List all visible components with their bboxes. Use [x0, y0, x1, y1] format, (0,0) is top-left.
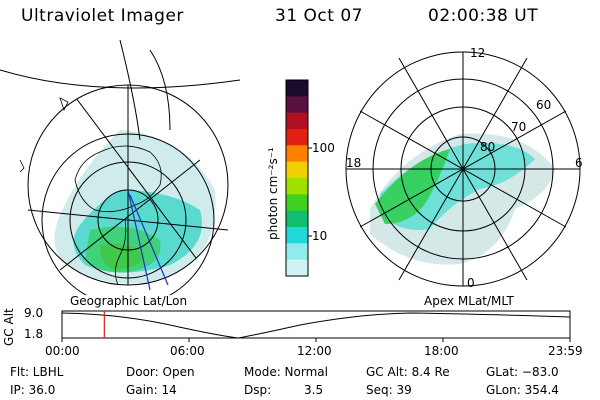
colorbar-band — [286, 129, 308, 146]
geographic-grid — [0, 40, 241, 295]
ip-info: IP: 36.0 — [10, 383, 56, 397]
timeline-xtick-0000: 00:00 — [45, 344, 80, 358]
coastline — [19, 97, 162, 286]
mode-info: Mode: Normal — [244, 365, 328, 379]
lat-label-80: 80 — [480, 140, 496, 154]
colorbar-band — [286, 161, 308, 179]
terminator-lines — [127, 189, 169, 291]
timeline-xtick-2359: 23:59 — [548, 344, 583, 358]
altitude-timeline — [61, 310, 571, 342]
timeline-ylabel: GC Alt — [2, 308, 16, 346]
colorbar-band — [286, 227, 308, 244]
magnetic-map — [345, 51, 581, 287]
colorbar-band — [286, 145, 308, 163]
colorbar-unit-label: photon cm⁻²s⁻¹ — [266, 147, 280, 240]
lat-label-70: 70 — [511, 120, 527, 134]
colorbar-band — [286, 112, 308, 130]
glat-info: GLat: −83.0 — [486, 365, 559, 379]
gain-info: Gain: 14 — [126, 383, 177, 397]
dsp-label: Dsp: — [244, 383, 272, 397]
colorbar-tick-100: 100 — [312, 141, 335, 155]
altitude-curve — [61, 312, 571, 339]
timeline-xtick-1200: 12:00 — [297, 344, 332, 358]
timeline-ytick-high: 9.0 — [24, 306, 44, 320]
colorbar-band — [286, 80, 308, 97]
timeline-xtick-0600: 06:00 — [170, 344, 205, 358]
colorbar-gradient — [286, 80, 308, 277]
lat-label-60: 60 — [536, 98, 552, 112]
mlt-label-18: 18 — [346, 156, 362, 170]
geographic-map — [0, 40, 241, 295]
colorbar-band — [286, 210, 308, 228]
glon-info: GLon: 354.4 — [486, 383, 559, 397]
mlt-label-6: 6 — [575, 156, 583, 170]
timeline-xtick-1800: 18:00 — [424, 344, 459, 358]
geographic-label: Geographic Lat/Lon — [70, 294, 188, 308]
colorbar-band — [286, 259, 308, 277]
colorbar-band — [286, 243, 308, 261]
timeline-ytick-low: 1.8 — [24, 327, 44, 341]
instrument-title: Ultraviolet Imager — [21, 6, 184, 26]
colorbar-band — [286, 194, 308, 212]
colorbar — [285, 79, 312, 277]
colorbar-band — [286, 96, 308, 114]
colorbar-tick-10: 10 — [312, 229, 328, 243]
filter-info: Flt: LBHL — [10, 365, 64, 379]
gcalt-info: GC Alt: 8.4 Re — [366, 365, 450, 379]
seq-info: Seq: 39 — [366, 383, 412, 397]
door-info: Door: Open — [126, 365, 195, 379]
colorbar-band — [286, 178, 308, 195]
magnetic-label: Apex MLat/MLT — [424, 294, 514, 308]
observation-date: 31 Oct 07 — [275, 6, 363, 26]
observation-time: 02:00:38 UT — [428, 6, 539, 26]
magnetic-grid — [345, 51, 581, 287]
dsp-value: 3.5 — [304, 383, 324, 397]
mlt-label-12: 12 — [470, 46, 486, 60]
mlt-label-0: 0 — [467, 276, 475, 290]
